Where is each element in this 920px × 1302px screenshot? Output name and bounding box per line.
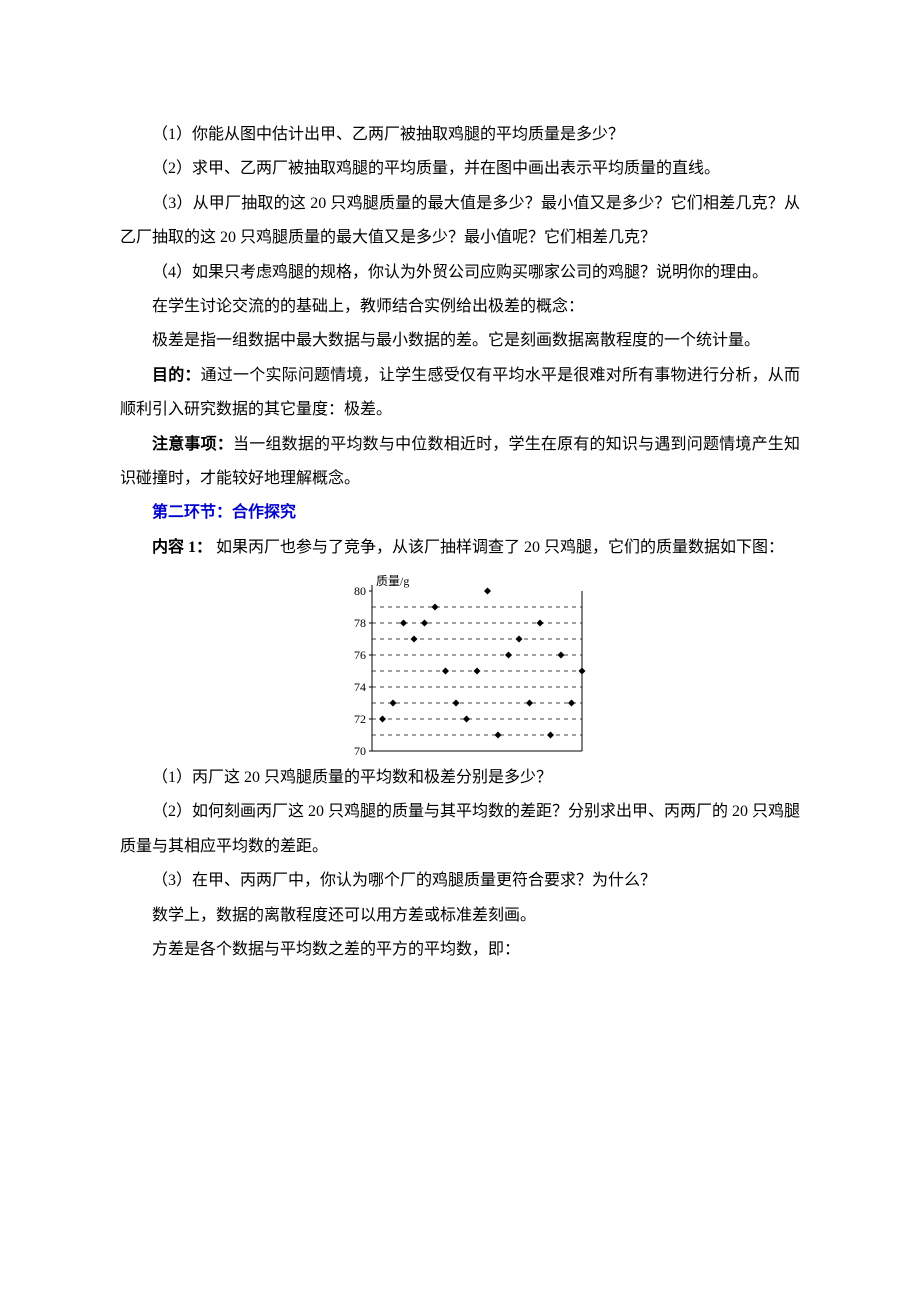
math-note-2: 方差是各个数据与平均数之差的平方的平均数，即：	[120, 933, 800, 967]
purpose-text: 通过一个实际问题情境，让学生感受仅有平均水平是很难对所有事物进行分析，从而顺利引…	[120, 367, 800, 418]
svg-text:78: 78	[354, 616, 366, 630]
note-paragraph: 注意事项：当一组数据的平均数与中位数相近时，学生在原有的知识与遇到问题情境产生知…	[120, 428, 800, 497]
mass-scatter-chart: 70 72 74 76 78 80 质量/g	[330, 573, 590, 757]
question-1: （1）你能从图中估计出甲、乙两厂被抽取鸡腿的平均质量是多少？	[120, 118, 800, 152]
svg-text:质量/g: 质量/g	[376, 574, 409, 588]
purpose-label: 目的：	[152, 367, 201, 384]
svg-text:80: 80	[354, 584, 366, 598]
math-note-1: 数学上，数据的离散程度还可以用方差或标准差刻画。	[120, 899, 800, 933]
svg-text:76: 76	[354, 648, 366, 662]
svg-text:70: 70	[354, 744, 366, 757]
note-label: 注意事项：	[152, 436, 233, 453]
svg-text:74: 74	[354, 680, 366, 694]
question-2: （2）求甲、乙两厂被抽取鸡腿的平均质量，并在图中画出表示平均质量的直线。	[120, 152, 800, 186]
svg-text:72: 72	[354, 712, 366, 726]
section-2-heading: 第二环节：合作探究	[120, 496, 800, 530]
section-2-title: 第二环节：合作探究	[152, 504, 296, 521]
range-definition: 极差是指一组数据中最大数据与最小数据的差。它是刻画数据离散程度的一个统计量。	[120, 324, 800, 358]
sub-question-1: （1）丙厂这 20 只鸡腿质量的平均数和极差分别是多少？	[120, 761, 800, 795]
purpose-paragraph: 目的：通过一个实际问题情境，让学生感受仅有平均水平是很难对所有事物进行分析，从而…	[120, 359, 800, 428]
content-1-label: 内容 1：	[152, 539, 212, 556]
content-1-paragraph: 内容 1： 如果丙厂也参与了竞争，从该厂抽样调查了 20 只鸡腿，它们的质量数据…	[120, 531, 800, 565]
question-4: （4）如果只考虑鸡腿的规格，你认为外贸公司应购买哪家公司的鸡腿？说明你的理由。	[120, 256, 800, 290]
question-3: （3）从甲厂抽取的这 20 只鸡腿质量的最大值是多少？最小值又是多少？它们相差几…	[120, 187, 800, 256]
discussion-intro: 在学生讨论交流的的基础上，教师结合实例给出极差的概念：	[120, 290, 800, 324]
sub-question-3: （3）在甲、丙两厂中，你认为哪个厂的鸡腿质量更符合要求？为什么？	[120, 864, 800, 898]
chart-container: 70 72 74 76 78 80 质量/g	[120, 573, 800, 757]
sub-question-2: （2）如何刻画丙厂这 20 只鸡腿的质量与其平均数的差距？分别求出甲、丙两厂的 …	[120, 795, 800, 864]
content-1-text: 如果丙厂也参与了竞争，从该厂抽样调查了 20 只鸡腿，它们的质量数据如下图：	[212, 539, 784, 556]
